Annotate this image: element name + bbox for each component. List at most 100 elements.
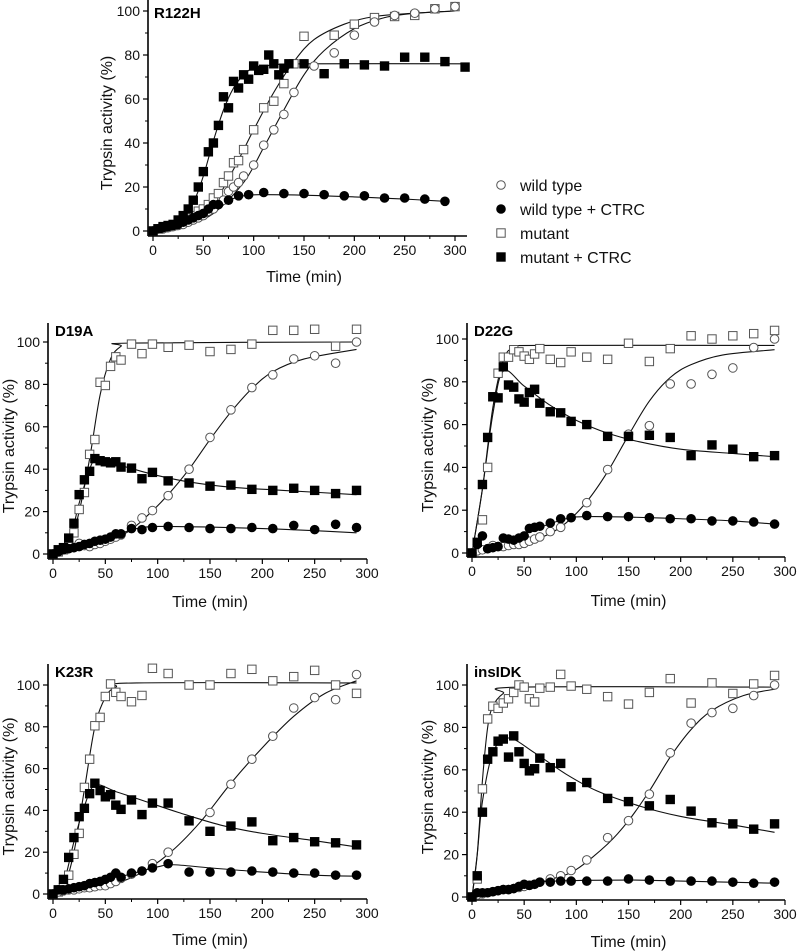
data-point-mutc	[535, 398, 545, 408]
data-point-wt	[409, 8, 420, 18]
data-point-mut	[84, 754, 95, 764]
data-point-mutc	[58, 874, 69, 885]
data-point-mut	[503, 352, 514, 362]
data-point-wtc	[213, 199, 224, 210]
data-point-wt	[247, 754, 257, 764]
data-point-wtc	[205, 867, 215, 877]
data-point-wt	[248, 160, 259, 170]
data-point-wtc	[748, 517, 759, 527]
data-point-wtc	[728, 516, 738, 526]
y-axis-label: Trypsin activity (%)	[1, 379, 18, 514]
x-tick-label: 100	[565, 563, 589, 579]
data-point-mutc	[205, 481, 215, 491]
data-point-mutc	[137, 809, 147, 820]
x-tick-label: 0	[468, 906, 476, 922]
data-point-mutc	[519, 397, 529, 407]
data-point-mut	[602, 691, 613, 702]
data-point-wtc	[268, 867, 278, 877]
data-point-wt	[309, 350, 320, 361]
data-point-mutc	[208, 138, 219, 148]
data-point-wt	[728, 363, 738, 373]
data-point-wt	[707, 369, 717, 380]
data-point-mutc	[623, 796, 634, 807]
data-point-mutc	[535, 753, 545, 763]
data-point-mut	[105, 361, 116, 372]
data-point-mut	[330, 680, 341, 690]
data-point-wtc	[519, 531, 529, 541]
fit-line-wt	[471, 688, 775, 898]
y-tick-label: 20	[443, 847, 459, 863]
x-tick-label: 0	[468, 563, 476, 579]
data-point-mutc	[268, 836, 278, 846]
data-point-mutc	[472, 871, 482, 881]
data-point-mut	[493, 368, 503, 378]
data-point-wtc	[319, 189, 329, 200]
data-point-wtc	[339, 191, 350, 201]
data-point-wt	[226, 779, 236, 790]
data-point-mut	[205, 680, 215, 690]
data-point-mutc	[95, 785, 105, 796]
data-point-mut	[223, 171, 234, 181]
data-point-mutc	[64, 852, 74, 863]
data-point-wtc	[623, 874, 634, 884]
data-point-mutc	[582, 419, 592, 430]
data-point-mut	[582, 684, 592, 694]
data-point-mut	[163, 342, 173, 353]
data-point-wt	[288, 354, 299, 364]
data-point-wtc	[243, 189, 254, 200]
x-tick-label: 300	[773, 906, 797, 922]
data-point-wt	[184, 464, 194, 475]
data-point-wt	[269, 125, 279, 135]
data-point-wtc	[288, 520, 299, 531]
data-point-wt	[233, 177, 244, 188]
legend-marker-mut	[496, 228, 506, 238]
data-point-mutc	[503, 752, 514, 762]
y-tick-label: 100	[17, 334, 41, 350]
data-point-mutc	[198, 166, 209, 177]
data-point-mut	[90, 434, 100, 445]
data-point-wt	[289, 87, 299, 98]
data-point-mutc	[79, 475, 90, 485]
data-point-wt	[268, 370, 278, 380]
data-point-mut	[279, 78, 289, 89]
x-tick-label: 200	[251, 565, 275, 581]
data-point-wtc	[477, 531, 488, 541]
panel-title: D22G	[474, 323, 513, 340]
data-point-mut	[493, 703, 503, 714]
data-point-mutc	[623, 431, 634, 442]
data-point-wt	[238, 171, 249, 181]
data-point-mutc	[519, 758, 529, 769]
x-tick-label: 250	[303, 905, 327, 921]
data-point-mut	[90, 721, 100, 731]
data-point-mut	[289, 325, 299, 336]
legend: wild type wild type + CTRC mutant mutant…	[496, 178, 645, 267]
data-point-wt	[665, 748, 676, 758]
data-point-mutc	[477, 479, 488, 490]
data-point-wtc	[665, 876, 676, 886]
data-point-mutc	[243, 74, 254, 84]
data-point-wt	[450, 1, 460, 12]
data-point-mut	[100, 380, 111, 391]
data-point-mutc	[707, 440, 717, 450]
x-tick-label: 100	[242, 242, 266, 258]
data-point-mut	[226, 668, 236, 679]
data-point-mutc	[509, 382, 519, 392]
data-point-wtc	[226, 867, 236, 877]
data-point-mutc	[686, 450, 696, 461]
data-point-mutc	[493, 393, 503, 403]
y-tick-label: 40	[443, 459, 459, 475]
data-point-mutc	[226, 480, 236, 490]
x-tick-label: 200	[343, 242, 367, 258]
data-point-mut	[309, 665, 320, 676]
data-point-mut	[116, 355, 126, 365]
data-point-mutc	[184, 816, 194, 826]
y-tick-label: 80	[24, 719, 40, 735]
data-point-mut	[749, 328, 759, 339]
data-point-mut	[644, 687, 655, 698]
legend-marker-mutc	[496, 252, 506, 262]
data-point-mutc	[582, 777, 592, 788]
data-point-mut	[686, 698, 696, 708]
data-point-wtc	[493, 541, 503, 552]
legend-label: mutant + CTRC	[520, 250, 632, 267]
